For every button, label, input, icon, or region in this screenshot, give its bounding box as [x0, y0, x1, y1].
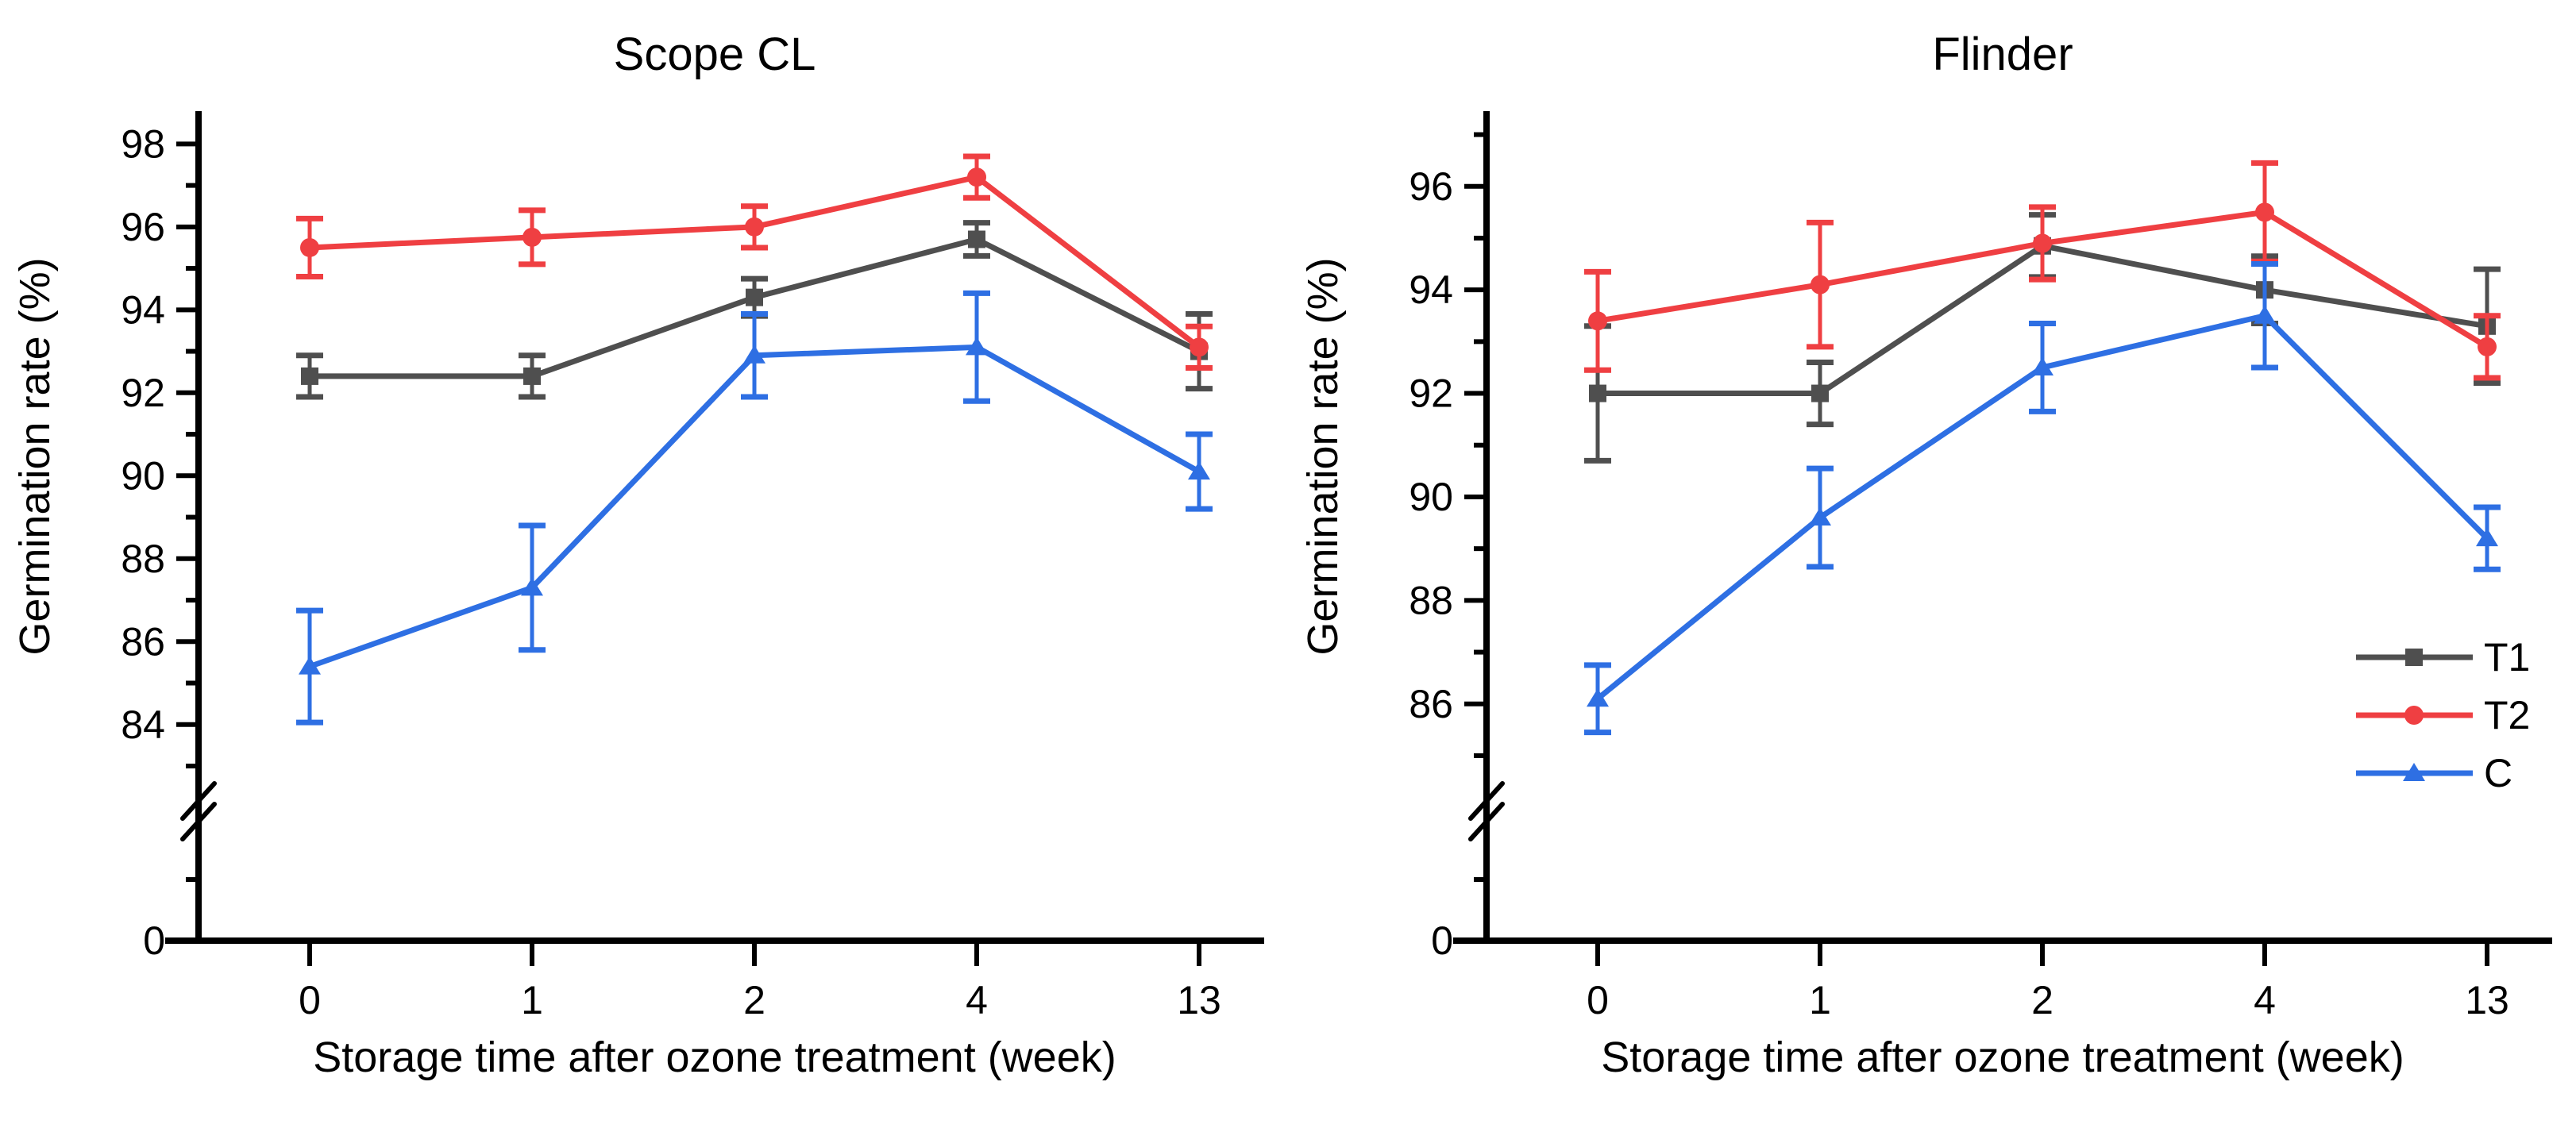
- y-tick-label: 94: [121, 287, 165, 332]
- legend-item-t1: T1: [2356, 635, 2530, 679]
- error-bars: [296, 153, 1213, 371]
- data-point-marker-circle: [2033, 233, 2052, 253]
- data-point-marker-triangle: [1809, 507, 1831, 526]
- data-point-marker-triangle: [2254, 305, 2276, 324]
- data-point-marker-square: [1589, 384, 1606, 402]
- y-tick-label: 98: [121, 121, 165, 166]
- data-point-marker-triangle: [521, 577, 543, 596]
- y-axis-ticks: [1464, 132, 1487, 943]
- y-axis-title: Germination rate (%): [11, 257, 59, 655]
- legend-label: C: [2484, 751, 2512, 795]
- x-tick-label: 0: [1587, 978, 1609, 1022]
- data-point-marker-circle: [1190, 337, 1209, 357]
- x-tick-label: 4: [966, 978, 988, 1022]
- y-tick-label: 94: [1409, 268, 1453, 312]
- y-tick-label: 92: [121, 371, 165, 415]
- x-axis-ticks: [307, 944, 1201, 966]
- axis-break-slash: [1468, 802, 1505, 841]
- y-axis-break-icon: [1468, 781, 1505, 841]
- y-tick-label: 86: [121, 619, 165, 664]
- y-tick-label: 90: [121, 453, 165, 498]
- data-point-marker-circle: [2478, 337, 2497, 356]
- chart-title: Scope CL: [614, 29, 816, 80]
- series-markers: [300, 167, 1209, 357]
- data-point-marker-circle: [2404, 706, 2424, 725]
- y-tick-label: 84: [121, 703, 165, 747]
- data-point-marker-triangle: [2031, 356, 2053, 375]
- data-point-marker-circle: [2255, 202, 2274, 222]
- y-zero-label: 0: [143, 918, 165, 963]
- x-tick-label: 13: [1177, 978, 1221, 1022]
- chart-background: [0, 0, 1288, 1124]
- y-axis-ticks: [176, 141, 199, 943]
- y-tick-label: 96: [121, 205, 165, 249]
- x-tick-label: 1: [521, 978, 543, 1022]
- chart-scope-cl: Scope CL Germination rate (%) Storage time…: [0, 0, 1288, 1124]
- x-tick-label: 13: [2465, 978, 2509, 1022]
- x-axis-title: Storage time after ozone treatment (week…: [313, 1034, 1116, 1081]
- y-axis-title: Germination rate (%): [1299, 257, 1347, 655]
- data-point-marker-triangle: [1188, 461, 1210, 480]
- y-axis-break-icon: [180, 781, 217, 841]
- series-markers: [1588, 202, 2497, 356]
- legend-item-c: C: [2356, 751, 2512, 795]
- legend-label: T1: [2484, 635, 2530, 679]
- data-point-marker-triangle: [743, 345, 765, 364]
- chart-flinder: Flinder Germination rate (%) Storage time …: [1288, 0, 2576, 1124]
- legend-item-t2: T2: [2356, 693, 2530, 737]
- data-point-marker-triangle: [1587, 688, 1609, 707]
- data-point-marker-triangle: [966, 337, 988, 356]
- y-tick-label: 90: [1409, 475, 1453, 519]
- y-tick-label: 88: [121, 537, 165, 581]
- series-markers: [1587, 305, 2498, 707]
- x-tick-label: 2: [743, 978, 765, 1022]
- data-point-marker-square: [2405, 649, 2423, 666]
- y-zero-label: 0: [1431, 918, 1453, 963]
- axis-break-slash: [180, 781, 217, 821]
- y-tick-label: 92: [1409, 372, 1453, 416]
- x-axis-title: Storage time after ozone treatment (week…: [1601, 1034, 2404, 1081]
- legend: T1 T2 C: [2356, 635, 2530, 795]
- axis-break-slash: [1468, 781, 1505, 821]
- data-point-marker-square: [523, 367, 541, 385]
- data-point-marker-square: [746, 288, 763, 306]
- x-axis-ticks: [1595, 944, 2489, 966]
- y-tick-label: 88: [1409, 578, 1453, 622]
- panel-scope-cl: Scope CL Germination rate (%) Storage time…: [0, 0, 1288, 1124]
- y-tick-label: 96: [1409, 164, 1453, 209]
- data-point-marker-circle: [1811, 275, 1830, 295]
- panel-flinder: Flinder Germination rate (%) Storage time …: [1288, 0, 2576, 1124]
- series-c: [296, 290, 1213, 726]
- chart-title: Flinder: [1932, 29, 2073, 80]
- data-point-marker-square: [301, 367, 318, 385]
- data-point-marker-triangle: [2403, 763, 2425, 781]
- y-tick-label: 86: [1409, 682, 1453, 726]
- data-point-marker-triangle: [299, 656, 321, 675]
- x-tick-label: 2: [2031, 978, 2053, 1022]
- x-tick-label: 1: [1809, 978, 1831, 1022]
- data-point-marker-circle: [745, 217, 764, 237]
- axis-break-slash: [180, 802, 217, 841]
- x-tick-label: 0: [299, 978, 321, 1022]
- chart-background: [1288, 0, 2576, 1124]
- series-c: [1584, 261, 2501, 736]
- data-point-marker-circle: [523, 227, 542, 247]
- series-t2: [1584, 160, 2501, 381]
- data-point-marker-triangle: [2476, 528, 2498, 547]
- data-point-marker-square: [968, 230, 985, 248]
- series-t2: [296, 153, 1213, 371]
- data-point-marker-circle: [300, 237, 319, 257]
- data-point-marker-circle: [1588, 311, 1607, 331]
- series-markers: [299, 337, 1210, 675]
- legend-label: T2: [2484, 693, 2530, 737]
- x-tick-label: 4: [2254, 978, 2276, 1022]
- data-point-marker-circle: [967, 167, 986, 187]
- data-point-marker-square: [1811, 384, 1829, 402]
